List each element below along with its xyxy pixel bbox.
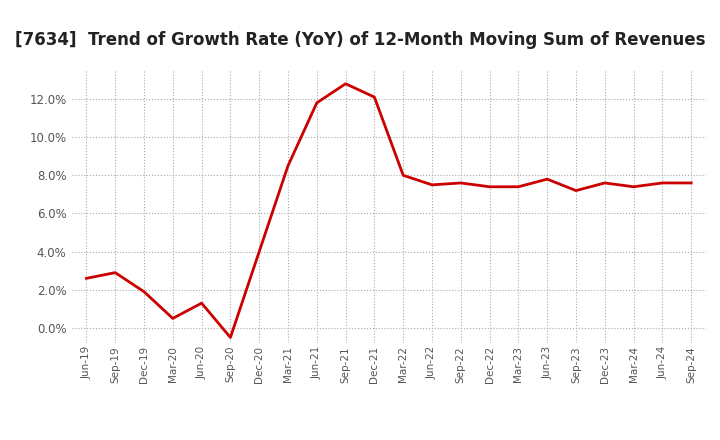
Text: [7634]  Trend of Growth Rate (YoY) of 12-Month Moving Sum of Revenues: [7634] Trend of Growth Rate (YoY) of 12-…	[14, 31, 706, 49]
